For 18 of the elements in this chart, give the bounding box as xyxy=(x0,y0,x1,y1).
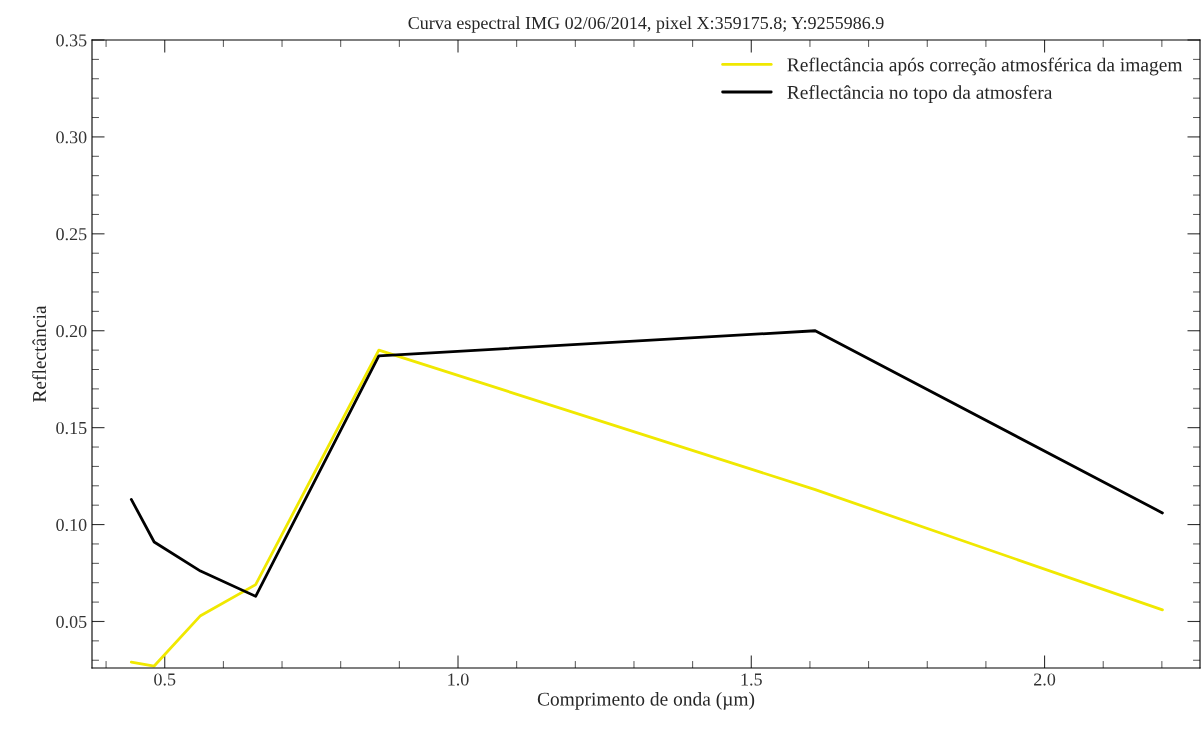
y-tick-label: 0.35 xyxy=(56,34,87,47)
x-tick-label: 0.5 xyxy=(154,673,176,686)
x-axis-title: Comprimento de onda (µm) xyxy=(537,692,755,710)
legend-label: Reflectância após correção atmosférica da imagem xyxy=(787,57,1183,76)
x-tick-label: 2.0 xyxy=(1034,673,1056,686)
x-tick-label: 1.0 xyxy=(448,673,469,686)
chart-title: Curva espectral IMG 02/06/2014, pixel X:359175.8; Y:9255986.9 xyxy=(408,16,884,33)
y-axis-title: Reflectância xyxy=(32,305,47,403)
y-tick-label: 0.10 xyxy=(56,518,87,532)
legend-label: Reflectância no topo da atmosfera xyxy=(787,85,1053,103)
x-tick-label: 1.5 xyxy=(741,673,762,686)
line-series xyxy=(129,348,1164,668)
y-tick-label: 0.25 xyxy=(56,228,87,241)
y-tick-label: 0.15 xyxy=(56,421,87,435)
y-tick-label: 0.20 xyxy=(56,325,87,338)
y-tick-label: 0.05 xyxy=(56,615,87,628)
line-series xyxy=(129,329,1164,598)
y-tick-label: 0.30 xyxy=(56,131,87,144)
